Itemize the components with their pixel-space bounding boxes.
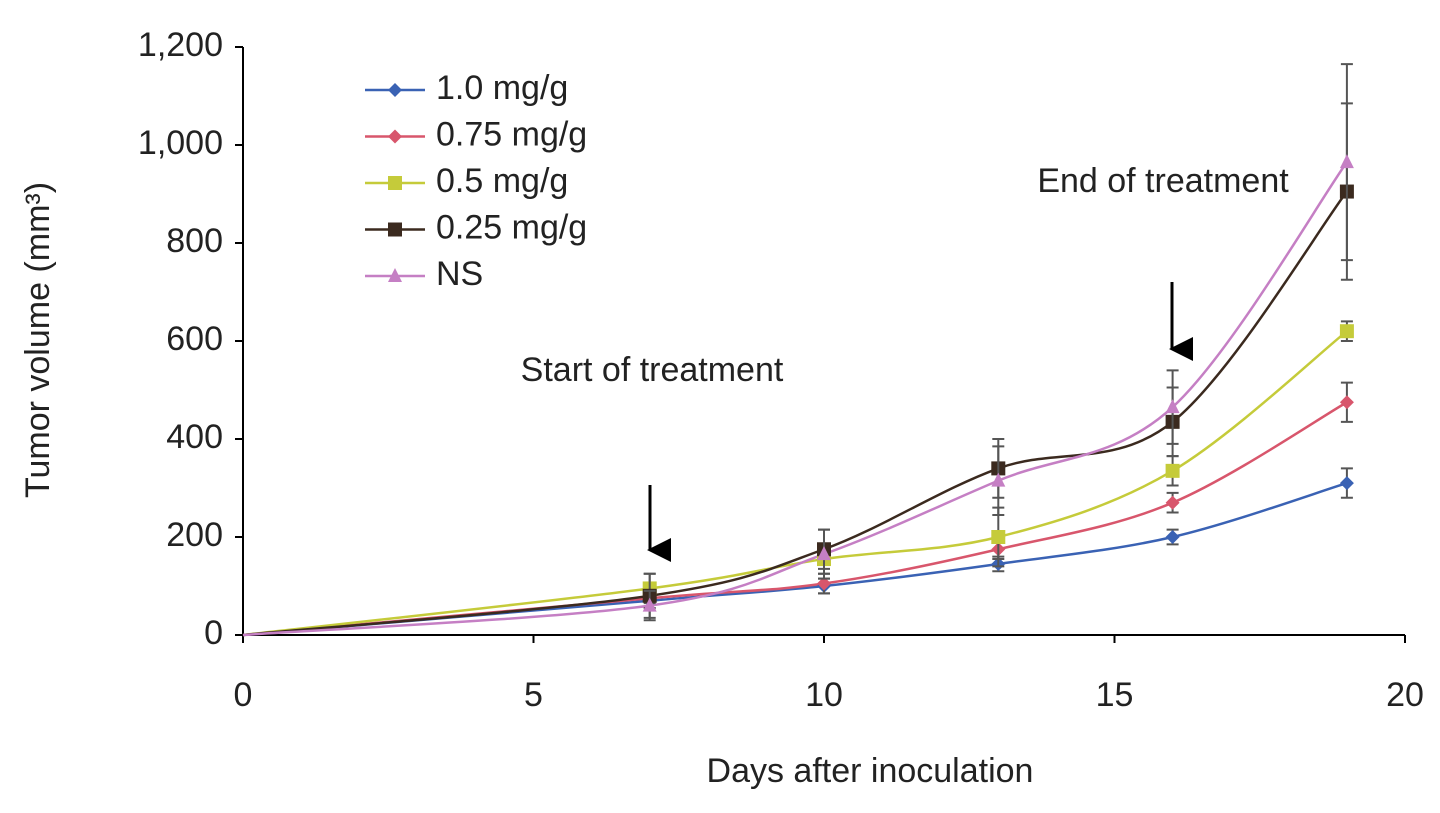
marker xyxy=(1339,154,1354,169)
y-tick-label: 1,000 xyxy=(138,124,223,162)
y-tick-label: 1,200 xyxy=(138,26,223,64)
marker xyxy=(817,576,831,591)
marker xyxy=(817,546,831,561)
legend-label: 0.25 mg/g xyxy=(436,208,587,246)
annotation: Start of treatment xyxy=(521,351,784,389)
x-axis-label: Days after inoculation xyxy=(707,752,1034,790)
legend-label: NS xyxy=(436,255,483,293)
x-tick-label: 10 xyxy=(805,676,843,714)
legend-label: 1.0 mg/g xyxy=(436,69,568,107)
x-tick-label: 20 xyxy=(1386,676,1424,714)
marker xyxy=(1165,530,1180,544)
y-tick-label: 200 xyxy=(166,516,223,554)
series-line xyxy=(242,401,1348,637)
series-line xyxy=(242,330,1348,637)
marker xyxy=(388,268,402,282)
x-tick-label: 15 xyxy=(1096,676,1134,714)
marker xyxy=(1339,324,1354,339)
y-axis-label: Tumor volume (mm³) xyxy=(19,182,57,498)
y-tick-label: 600 xyxy=(166,320,223,358)
marker xyxy=(388,129,402,144)
marker xyxy=(991,472,1006,487)
marker xyxy=(1165,463,1180,478)
marker xyxy=(388,176,402,190)
marker xyxy=(1339,476,1354,491)
y-tick-label: 400 xyxy=(166,418,223,456)
y-tick-label: 0 xyxy=(204,614,223,652)
marker xyxy=(388,83,402,97)
marker xyxy=(991,530,1006,544)
marker xyxy=(642,597,657,612)
legend-label: 0.75 mg/g xyxy=(436,115,587,153)
marker xyxy=(1339,395,1354,410)
annotation: End of treatment xyxy=(1037,162,1289,200)
marker xyxy=(1165,399,1180,414)
y-tick-label: 800 xyxy=(166,222,223,260)
series-line xyxy=(242,190,1348,637)
marker xyxy=(388,222,402,237)
x-tick-label: 0 xyxy=(234,676,253,714)
marker xyxy=(1165,495,1180,510)
x-tick-label: 5 xyxy=(524,676,543,714)
series-line xyxy=(242,161,1348,637)
legend-label: 0.5 mg/g xyxy=(436,162,568,200)
